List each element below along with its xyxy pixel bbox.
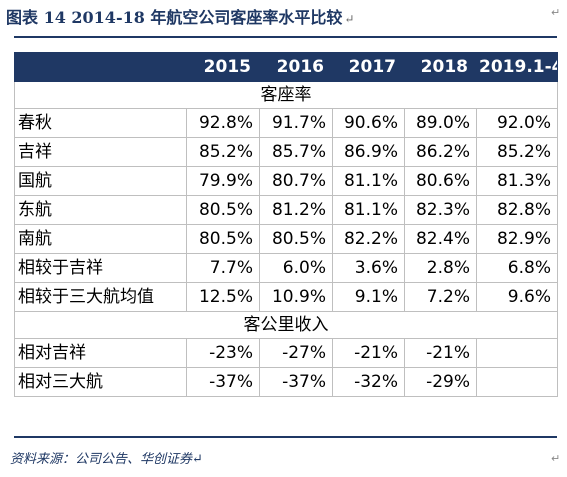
cell-value: 2.8% [404,253,477,283]
cell-value: 7.7% [186,253,260,283]
row-label: 东航 [14,195,187,225]
figure-title: 图表 14 2014-18 年航空公司客座率水平比较 ↵ [6,4,354,32]
row-label: 南航 [14,224,187,254]
row-label: 春秋 [14,108,187,138]
cell-value: 10.9% [259,282,333,312]
header-cell-2017: 2017 [332,52,405,82]
cell-value: 89.0% [404,108,477,138]
paragraph-mark: ↵ [344,12,355,26]
section-title: 客座率 [14,81,558,109]
bottom-rule [14,436,557,438]
cell-value: -21% [404,338,477,368]
cell-value: -27% [259,338,333,368]
source-text: 资料来源：公司公告、华创证券 [10,452,193,467]
header-cell-2015: 2015 [186,52,260,82]
table-row: 相较于三大航均值 12.5% 10.9% 9.1% 7.2% 9.6% [14,282,558,312]
table-row: 吉祥 85.2% 85.7% 86.9% 86.2% 85.2% [14,137,558,167]
data-table: 2015 2016 2017 2018 2019.1-4 客座率 春秋 92.8… [14,52,558,397]
row-label: 国航 [14,166,187,196]
cell-value: 81.1% [332,195,405,225]
cell-value: 86.9% [332,137,405,167]
cell-value: 80.5% [186,195,260,225]
section-row-load-factor: 客座率 [14,81,558,109]
cell-value: 3.6% [332,253,405,283]
cell-value: -21% [332,338,405,368]
figure-title-text: 图表 14 2014-18 年航空公司客座率水平比较 [6,8,343,27]
row-label: 相对三大航 [14,367,187,397]
cell-value: 9.1% [332,282,405,312]
cell-value: 86.2% [404,137,477,167]
cell-value: 85.7% [259,137,333,167]
cell-value: 7.2% [404,282,477,312]
table-row: 相较于吉祥 7.7% 6.0% 3.6% 2.8% 6.8% [14,253,558,283]
cell-value: 6.0% [259,253,333,283]
cell-value: 82.3% [404,195,477,225]
cell-value: 82.8% [476,195,558,225]
cell-value: 79.9% [186,166,260,196]
header-cell-2019: 2019.1-4 [476,52,558,82]
header-cell-blank [14,52,187,82]
source-note: 资料来源：公司公告、华创证券↵ [10,448,203,467]
cell-value: 82.9% [476,224,558,254]
section-title: 客公里收入 [14,311,558,339]
cell-value: -32% [332,367,405,397]
cell-value: 80.5% [186,224,260,254]
cell-value: 85.2% [476,137,558,167]
cell-value: -37% [186,367,260,397]
cell-value: 6.8% [476,253,558,283]
row-label: 吉祥 [14,137,187,167]
cell-value: 81.3% [476,166,558,196]
table-row: 相对三大航 -37% -37% -32% -29% [14,367,558,397]
header-cell-2018: 2018 [404,52,477,82]
cell-value: 12.5% [186,282,260,312]
cell-value [476,367,558,397]
cell-value: 81.2% [259,195,333,225]
top-rule [14,36,557,38]
corner-mark-top: ↵ [551,6,561,19]
cell-value: 80.6% [404,166,477,196]
cell-value: 92.0% [476,108,558,138]
cell-value: 80.5% [259,224,333,254]
cell-value: -29% [404,367,477,397]
table-row: 东航 80.5% 81.2% 81.1% 82.3% 82.8% [14,195,558,225]
section-row-revenue: 客公里收入 [14,311,558,339]
cell-value: 82.4% [404,224,477,254]
cell-value [476,338,558,368]
row-label: 相较于吉祥 [14,253,187,283]
cell-value: 85.2% [186,137,260,167]
table-row: 南航 80.5% 80.5% 82.2% 82.4% 82.9% [14,224,558,254]
row-label: 相对吉祥 [14,338,187,368]
table-row: 春秋 92.8% 91.7% 90.6% 89.0% 92.0% [14,108,558,138]
cell-value: 90.6% [332,108,405,138]
cell-value: 9.6% [476,282,558,312]
cell-value: -37% [259,367,333,397]
header-cell-2016: 2016 [259,52,333,82]
cell-value: 91.7% [259,108,333,138]
corner-mark-bottom: ↵ [551,452,561,465]
table-row: 国航 79.9% 80.7% 81.1% 80.6% 81.3% [14,166,558,196]
cell-value: 80.7% [259,166,333,196]
paragraph-mark: ↵ [192,452,203,467]
table-header-row: 2015 2016 2017 2018 2019.1-4 [14,52,558,82]
cell-value: -23% [186,338,260,368]
table-row: 相对吉祥 -23% -27% -21% -21% [14,338,558,368]
cell-value: 81.1% [332,166,405,196]
cell-value: 92.8% [186,108,260,138]
row-label: 相较于三大航均值 [14,282,187,312]
cell-value: 82.2% [332,224,405,254]
